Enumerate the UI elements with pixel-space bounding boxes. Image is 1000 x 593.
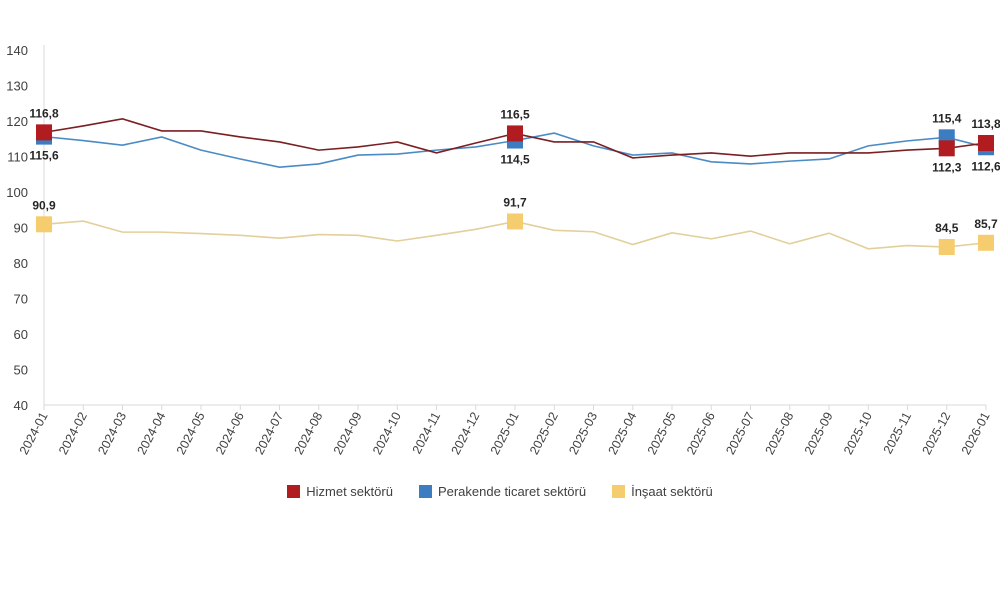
x-tick-label: 2025-04 — [606, 410, 640, 457]
y-tick-label: 80 — [14, 256, 28, 271]
legend-item-hizmet: Hizmet sektörü — [287, 484, 393, 499]
data-marker — [938, 239, 955, 256]
x-tick-label: 2024-05 — [174, 410, 208, 457]
y-tick-label: 140 — [6, 43, 28, 58]
data-label: 115,4 — [932, 111, 962, 125]
legend-label: İnşaat sektörü — [631, 484, 713, 499]
data-label: 114,5 — [500, 153, 530, 167]
x-tick-label: 2024-09 — [331, 410, 365, 457]
x-tick-label: 2024-02 — [56, 410, 90, 457]
legend-swatch-insaat — [612, 485, 626, 498]
data-marker — [507, 213, 523, 230]
x-tick-label: 2025-02 — [527, 410, 561, 457]
data-label: 113,8 — [971, 117, 1000, 131]
y-tick-label: 60 — [14, 327, 28, 342]
y-tick-label: 100 — [6, 185, 28, 200]
data-marker — [36, 216, 52, 233]
data-label: 112,6 — [971, 159, 1000, 173]
y-tick-label: 70 — [14, 292, 28, 307]
y-tick-label: 50 — [14, 363, 28, 378]
data-marker — [978, 135, 994, 152]
x-tick-label: 2024-08 — [292, 410, 326, 457]
x-tick-label: 2025-03 — [566, 410, 600, 457]
x-tick-label: 2025-06 — [684, 410, 718, 457]
data-label: 116,8 — [29, 106, 59, 120]
data-label: 85,7 — [974, 217, 998, 231]
x-tick-label: 2024-10 — [370, 410, 404, 457]
data-marker — [978, 234, 994, 251]
y-tick-label: 90 — [14, 221, 28, 236]
x-tick-label: 2024-01 — [17, 410, 51, 457]
data-marker — [36, 124, 52, 141]
legend-label: Perakende ticaret sektörü — [437, 484, 587, 499]
data-label: 116,5 — [500, 107, 530, 121]
x-tick-label: 2025-09 — [802, 410, 836, 457]
x-tick-label: 2024-04 — [135, 410, 169, 457]
x-tick-label: 2024-03 — [95, 410, 129, 457]
y-tick-label: 120 — [6, 114, 28, 129]
y-tick-label: 110 — [7, 150, 28, 165]
x-tick-label: 2025-12 — [920, 410, 954, 457]
legend-item-insaat: İnşaat sektörü — [612, 484, 713, 499]
x-tick-label: 2025-07 — [723, 410, 757, 457]
y-tick-label: 130 — [6, 79, 28, 94]
data-label: 115,6 — [29, 149, 59, 163]
data-label: 84,5 — [935, 221, 959, 235]
x-tick-label: 2026-01 — [959, 410, 993, 457]
x-tick-label: 2025-01 — [488, 410, 522, 457]
x-tick-label: 2025-10 — [841, 410, 875, 457]
data-marker — [938, 140, 955, 157]
x-tick-label: 2024-11 — [410, 410, 443, 456]
data-label: 90,9 — [32, 198, 56, 212]
x-tick-label: 2024-06 — [213, 410, 247, 457]
legend-item-perakende: Perakende ticaret sektörü — [418, 484, 587, 499]
legend: Hizmet sektörü Perakende ticaret sektörü… — [0, 484, 1000, 499]
x-tick-label: 2024-07 — [252, 410, 286, 457]
legend-swatch-perakende — [418, 485, 432, 498]
data-label: 91,7 — [503, 195, 527, 209]
x-tick-label: 2025-08 — [763, 410, 797, 457]
legend-label: Hizmet sektörü — [306, 484, 393, 499]
legend-swatch-hizmet — [287, 485, 301, 498]
x-tick-label: 2025-05 — [645, 410, 679, 457]
data-marker — [507, 125, 523, 142]
x-tick-label: 2025-11 — [881, 410, 914, 456]
y-tick-label: 40 — [14, 398, 28, 413]
data-label: 112,3 — [932, 160, 962, 174]
x-tick-label: 2024-12 — [449, 410, 483, 457]
